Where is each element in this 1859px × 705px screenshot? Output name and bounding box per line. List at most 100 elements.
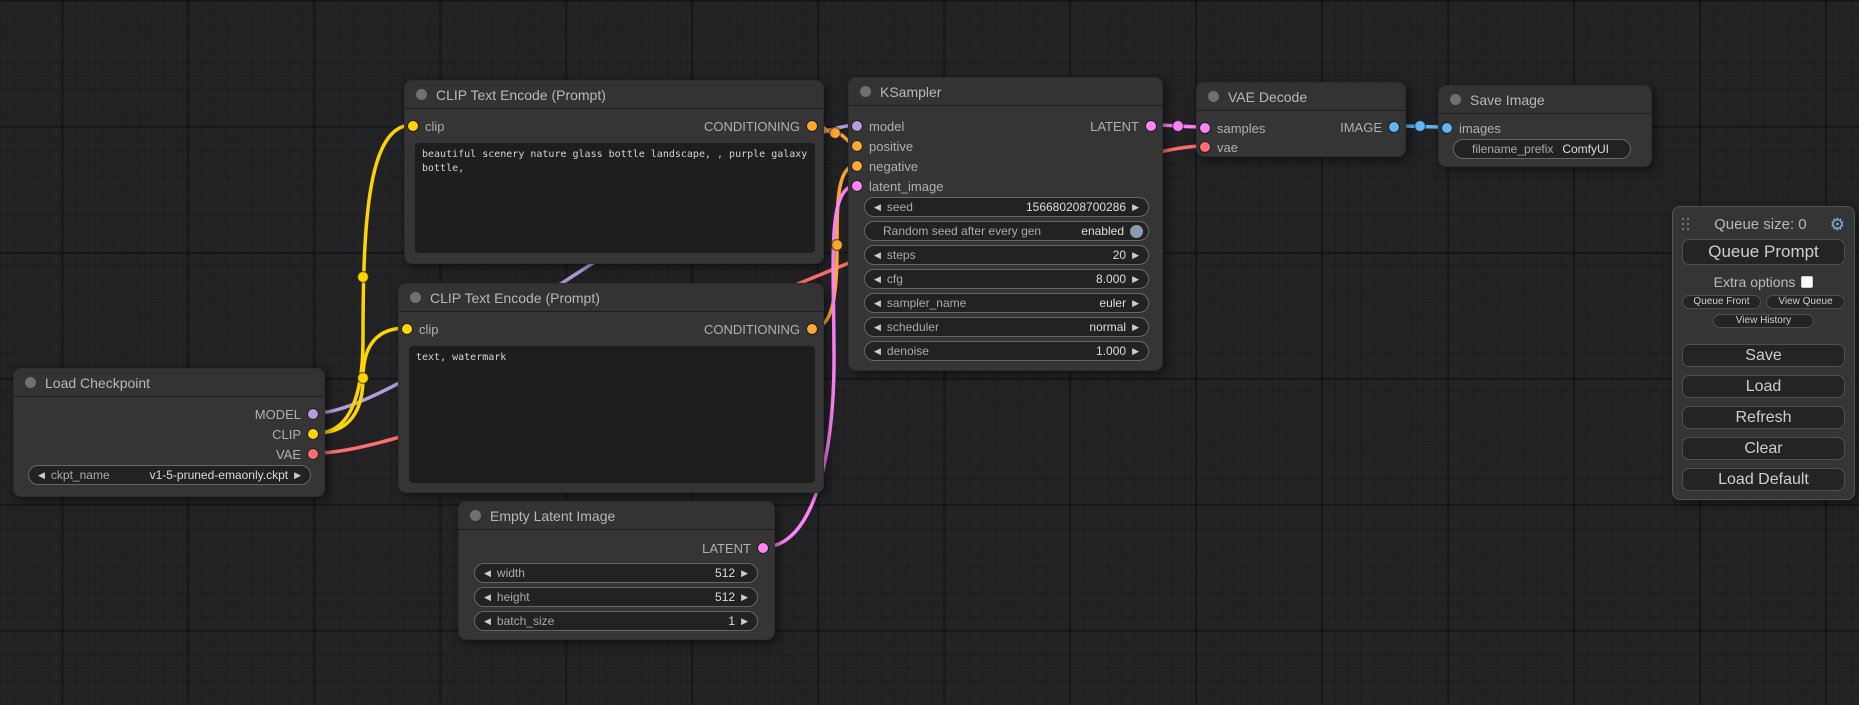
conditioning-port-icon[interactable] bbox=[852, 141, 862, 151]
model-port-icon[interactable] bbox=[308, 409, 318, 419]
decrement-icon[interactable] bbox=[874, 275, 881, 284]
node-header[interactable]: Empty Latent Image bbox=[459, 502, 774, 530]
node-header[interactable]: KSampler bbox=[849, 78, 1162, 106]
output-clip[interactable]: CLIP bbox=[272, 424, 318, 444]
conditioning-port-icon[interactable] bbox=[807, 121, 817, 131]
decrement-icon[interactable] bbox=[874, 299, 881, 308]
model-port-icon[interactable] bbox=[852, 121, 862, 131]
decrement-icon[interactable] bbox=[874, 251, 881, 260]
view-history-button[interactable]: View History bbox=[1712, 314, 1815, 328]
increment-icon[interactable] bbox=[1132, 275, 1139, 284]
node-header[interactable]: VAE Decode bbox=[1197, 83, 1405, 111]
decrement-icon[interactable] bbox=[874, 347, 881, 356]
latent-port-icon[interactable] bbox=[852, 181, 862, 191]
clip-port-icon[interactable] bbox=[308, 429, 318, 439]
save-button[interactable]: Save bbox=[1682, 344, 1845, 367]
image-port-icon[interactable] bbox=[1442, 123, 1452, 133]
denoise-widget[interactable]: denoise 1.000 bbox=[864, 341, 1149, 361]
increment-icon[interactable] bbox=[1132, 299, 1139, 308]
queue-front-button[interactable]: Queue Front bbox=[1682, 295, 1761, 309]
decrement-icon[interactable] bbox=[874, 203, 881, 212]
latent-port-icon[interactable] bbox=[758, 543, 768, 553]
load-default-button[interactable]: Load Default bbox=[1682, 468, 1845, 491]
decrement-icon[interactable] bbox=[38, 471, 45, 480]
node-header[interactable]: Load Checkpoint bbox=[14, 369, 324, 397]
increment-icon[interactable] bbox=[1132, 347, 1139, 356]
output-image[interactable]: IMAGE bbox=[1340, 117, 1399, 137]
input-samples[interactable]: samples bbox=[1200, 118, 1265, 138]
collapse-dot-icon[interactable] bbox=[25, 377, 36, 388]
latent-port-icon[interactable] bbox=[1200, 123, 1210, 133]
output-model[interactable]: MODEL bbox=[255, 404, 318, 424]
increment-icon[interactable] bbox=[741, 593, 748, 602]
node-load-checkpoint[interactable]: Load Checkpoint MODEL CLIP VAE ckpt_name… bbox=[13, 368, 325, 497]
vae-port-icon[interactable] bbox=[1200, 142, 1210, 152]
node-header[interactable]: CLIP Text Encode (Prompt) bbox=[405, 81, 823, 109]
scheduler-widget[interactable]: scheduler normal bbox=[864, 317, 1149, 337]
increment-icon[interactable] bbox=[1132, 323, 1139, 332]
conditioning-port-icon[interactable] bbox=[852, 161, 862, 171]
node-clip-text-encode-negative[interactable]: CLIP Text Encode (Prompt) clip CONDITION… bbox=[398, 283, 824, 493]
toggle-circle-icon[interactable] bbox=[1130, 224, 1143, 238]
input-negative[interactable]: negative bbox=[852, 156, 918, 176]
output-latent[interactable]: LATENT bbox=[702, 538, 768, 558]
input-vae[interactable]: vae bbox=[1200, 137, 1238, 157]
image-port-icon[interactable] bbox=[1389, 122, 1399, 132]
sampler-name-widget[interactable]: sampler_name euler bbox=[864, 293, 1149, 313]
filename-prefix-widget[interactable]: filename_prefix ComfyUI bbox=[1453, 139, 1631, 159]
increment-icon[interactable] bbox=[1132, 251, 1139, 260]
output-vae[interactable]: VAE bbox=[276, 444, 318, 464]
collapse-dot-icon[interactable] bbox=[470, 510, 481, 521]
clear-button[interactable]: Clear bbox=[1682, 437, 1845, 460]
node-save-image[interactable]: Save Image images filename_prefix ComfyU… bbox=[1438, 85, 1652, 167]
collapse-dot-icon[interactable] bbox=[860, 86, 871, 97]
node-vae-decode[interactable]: VAE Decode samples vae IMAGE bbox=[1196, 82, 1406, 157]
node-empty-latent-image[interactable]: Empty Latent Image LATENT width 512 heig… bbox=[458, 501, 775, 640]
height-widget[interactable]: height 512 bbox=[474, 587, 758, 607]
ckpt-name-widget[interactable]: ckpt_name v1-5-pruned-emaonly.ckpt bbox=[28, 465, 311, 485]
conditioning-port-icon[interactable] bbox=[807, 324, 817, 334]
node-clip-text-encode-positive[interactable]: CLIP Text Encode (Prompt) clip CONDITION… bbox=[404, 80, 824, 264]
decrement-icon[interactable] bbox=[484, 569, 491, 578]
input-clip[interactable]: clip bbox=[402, 319, 439, 339]
input-latent-image[interactable]: latent_image bbox=[852, 176, 943, 196]
decrement-icon[interactable] bbox=[874, 323, 881, 332]
latent-port-icon[interactable] bbox=[1146, 121, 1156, 131]
node-header[interactable]: CLIP Text Encode (Prompt) bbox=[399, 284, 823, 312]
batch-size-widget[interactable]: batch_size 1 bbox=[474, 611, 758, 631]
random-seed-toggle-widget[interactable]: Random seed after every gen enabled bbox=[864, 221, 1149, 241]
width-widget[interactable]: width 512 bbox=[474, 563, 758, 583]
cfg-widget[interactable]: cfg 8.000 bbox=[864, 269, 1149, 289]
increment-icon[interactable] bbox=[294, 471, 301, 480]
vae-port-icon[interactable] bbox=[308, 449, 318, 459]
prompt-textarea[interactable]: text, watermark bbox=[409, 346, 815, 483]
node-header[interactable]: Save Image bbox=[1439, 86, 1651, 114]
collapse-dot-icon[interactable] bbox=[1208, 91, 1219, 102]
output-conditioning[interactable]: CONDITIONING bbox=[704, 116, 817, 136]
extra-options-checkbox[interactable] bbox=[1801, 275, 1814, 288]
output-latent[interactable]: LATENT bbox=[1090, 116, 1156, 136]
increment-icon[interactable] bbox=[1132, 203, 1139, 212]
collapse-dot-icon[interactable] bbox=[1450, 94, 1461, 105]
decrement-icon[interactable] bbox=[484, 593, 491, 602]
clip-port-icon[interactable] bbox=[402, 324, 412, 334]
input-model[interactable]: model bbox=[852, 116, 904, 136]
refresh-button[interactable]: Refresh bbox=[1682, 406, 1845, 429]
output-conditioning[interactable]: CONDITIONING bbox=[704, 319, 817, 339]
input-positive[interactable]: positive bbox=[852, 136, 913, 156]
node-ksampler[interactable]: KSampler model positive negative latent_… bbox=[848, 77, 1163, 371]
input-clip[interactable]: clip bbox=[408, 116, 445, 136]
collapse-dot-icon[interactable] bbox=[410, 292, 421, 303]
steps-widget[interactable]: steps 20 bbox=[864, 245, 1149, 265]
load-button[interactable]: Load bbox=[1682, 375, 1845, 398]
prompt-textarea[interactable]: beautiful scenery nature glass bottle la… bbox=[415, 143, 815, 253]
input-images[interactable]: images bbox=[1442, 118, 1501, 138]
clip-port-icon[interactable] bbox=[408, 121, 418, 131]
decrement-icon[interactable] bbox=[484, 617, 491, 626]
collapse-dot-icon[interactable] bbox=[416, 89, 427, 100]
gear-icon[interactable] bbox=[1830, 216, 1845, 233]
view-queue-button[interactable]: View Queue bbox=[1766, 295, 1845, 309]
increment-icon[interactable] bbox=[741, 569, 748, 578]
seed-widget[interactable]: seed 156680208700286 bbox=[864, 197, 1149, 217]
